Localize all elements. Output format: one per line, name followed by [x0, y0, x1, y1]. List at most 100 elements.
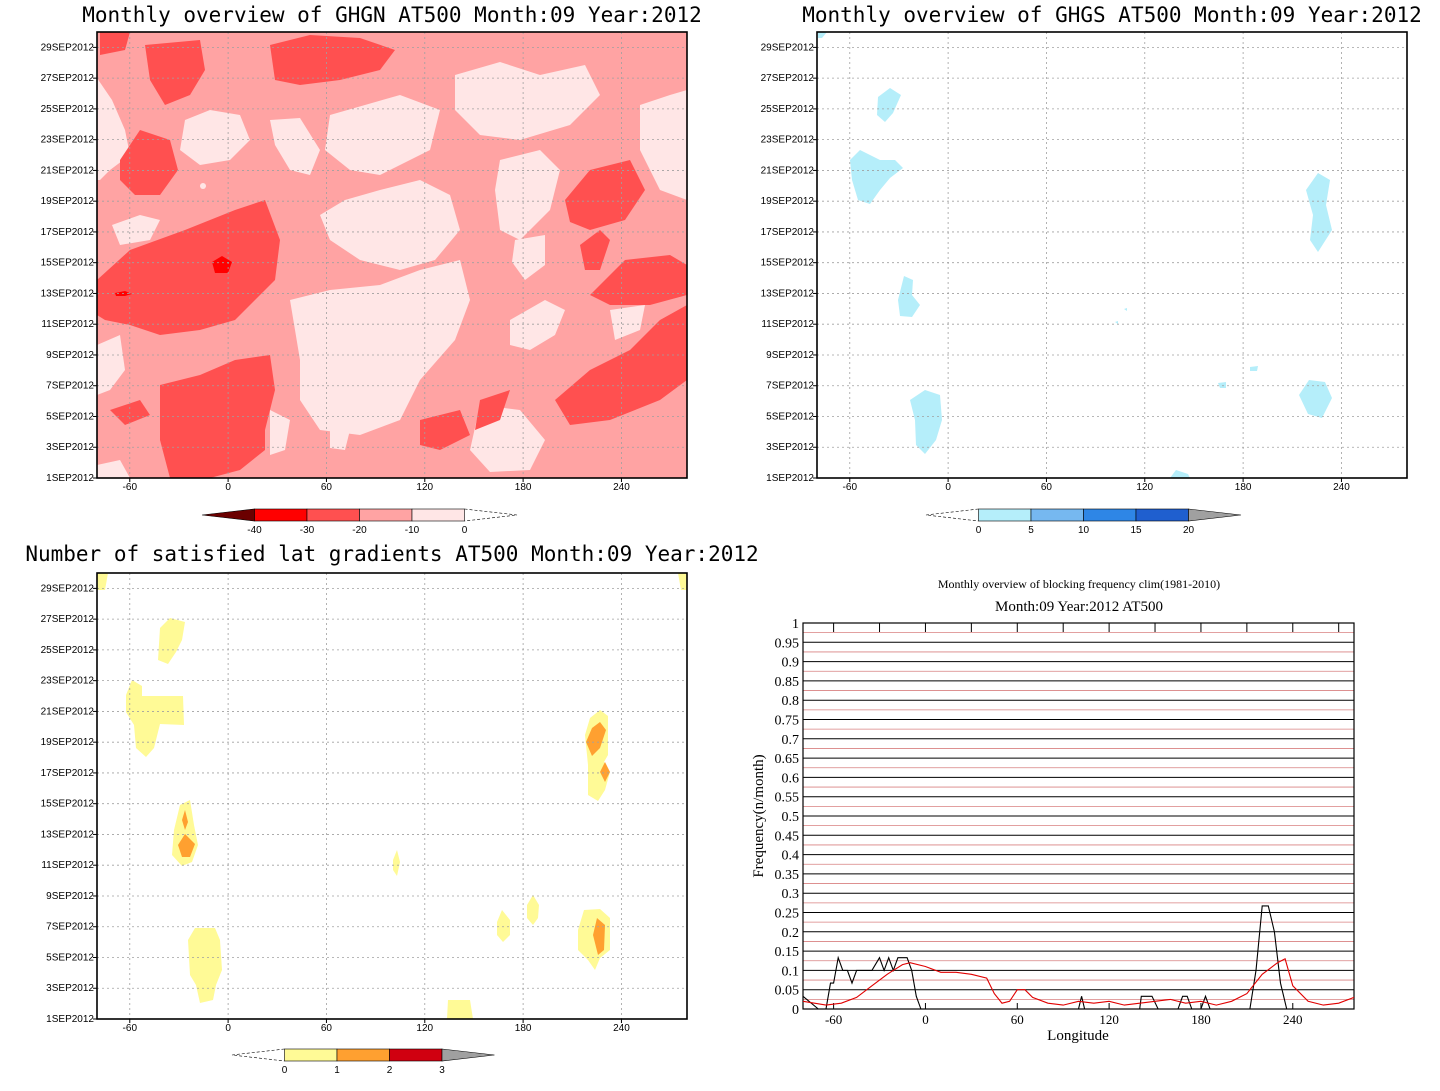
colorbar-segment	[359, 508, 413, 522]
colorbar-label: 2	[387, 1065, 393, 1076]
y-tick-label: 25SEP2012	[41, 104, 95, 115]
y-tick-label: 0.2	[782, 926, 800, 941]
y-tick-label: 0.9	[782, 656, 800, 671]
y-tick-label: 9SEP2012	[46, 350, 94, 361]
y-tick-label: 23SEP2012	[41, 676, 95, 687]
x-tick-label: 120	[1099, 1012, 1119, 1027]
x-tick-label: -60	[843, 482, 858, 493]
y-tick-label: 15SEP2012	[761, 258, 815, 269]
x-tick-label: 180	[515, 1023, 532, 1034]
plot-frame	[96, 31, 688, 479]
y-tick-label: 19SEP2012	[41, 196, 95, 207]
series-line	[802, 958, 1355, 1006]
colorbar-segment	[306, 508, 360, 522]
y-tick-label: 9SEP2012	[766, 350, 814, 361]
colorbar: 0 5 10 15 20	[925, 508, 1242, 536]
y-tick-label: 15SEP2012	[41, 258, 95, 269]
y-tick-label: 1SEP2012	[46, 473, 94, 484]
colorbar: 0 1 2 3	[231, 1048, 495, 1076]
y-tick-label: 0.75	[775, 714, 800, 729]
x-tick-label: 0	[945, 482, 951, 493]
y-tick-label: 7SEP2012	[46, 381, 94, 392]
y-tick-label: 27SEP2012	[41, 73, 95, 84]
x-tick-label: 60	[321, 1023, 333, 1034]
colorbar-label: 0	[462, 525, 468, 536]
y-tick-label: 17SEP2012	[41, 227, 95, 238]
y-tick-label: 13SEP2012	[761, 288, 815, 299]
y-tick-label: 0.5	[782, 810, 800, 825]
colorbar: -40 -30 -20 -10 0	[201, 508, 518, 536]
colorbar-label: 0	[976, 525, 982, 536]
y-tick-label: 0.85	[775, 675, 800, 690]
y-tick-label: 0.6	[782, 771, 800, 786]
y-tick-label: 1SEP2012	[766, 473, 814, 484]
colorbar-segment	[254, 508, 308, 522]
chart-subtitle: Month:09 Year:2012 AT500	[995, 599, 1163, 615]
colorbar-overflow	[231, 1048, 285, 1062]
y-tick-label: 0.7	[782, 733, 800, 748]
colorbar-segment	[389, 1048, 443, 1062]
y-tick-label: 21SEP2012	[761, 165, 815, 176]
y-tick-label: 7SEP2012	[766, 381, 814, 392]
y-tick-label: 15SEP2012	[41, 799, 95, 810]
y-tick-label: 27SEP2012	[41, 614, 95, 625]
x-tick-label: 240	[613, 1023, 630, 1034]
y-tick-label: 11SEP2012	[41, 319, 94, 330]
colorbar-segment	[201, 508, 255, 522]
colorbar-label: 10	[1078, 525, 1090, 536]
x-tick-label: 120	[1136, 482, 1153, 493]
ghgs-field	[818, 32, 1332, 478]
chart-title: Monthly overview of blocking frequency c…	[938, 577, 1220, 591]
colorbar-label: 5	[1028, 525, 1034, 536]
chart-title: Number of satisfied lat gradients AT500 …	[25, 542, 758, 566]
lat-gradients-field	[97, 573, 687, 1019]
x-tick-label: 0	[225, 482, 231, 493]
y-tick-label: 23SEP2012	[761, 135, 815, 146]
y-tick-label: 0.45	[775, 829, 800, 844]
y-tick-label: 23SEP2012	[41, 135, 95, 146]
y-tick-label: 3SEP2012	[766, 442, 814, 453]
colorbar-label: 3	[439, 1065, 445, 1076]
x-tick-label: 60	[1041, 482, 1053, 493]
y-tick-label: 0.05	[775, 984, 800, 999]
colorbar-label: 1	[334, 1065, 340, 1076]
y-tick-label: 21SEP2012	[41, 706, 95, 717]
y-tick-label: 17SEP2012	[761, 227, 815, 238]
x-tick-label: -60	[123, 482, 138, 493]
y-tick-label: 11SEP2012	[761, 319, 814, 330]
chart-frames: Monthly overview of GHGN AT500 Month:09 …	[25, 3, 1421, 1076]
y-tick-label: 0.95	[775, 636, 800, 651]
colorbar-segment	[336, 1048, 390, 1062]
x-tick-label: 180	[1191, 1012, 1211, 1027]
y-tick-label: 0.15	[775, 945, 800, 960]
plot-frame	[96, 572, 688, 1020]
y-tick-label: 0.8	[782, 694, 800, 709]
y-tick-label: 1	[792, 617, 799, 632]
x-tick-label: 60	[321, 482, 333, 493]
colorbar-label: 20	[1183, 525, 1195, 536]
y-tick-label: 25SEP2012	[41, 645, 95, 656]
colorbar-label: 0	[282, 1065, 288, 1076]
y-tick-label: 29SEP2012	[41, 583, 95, 594]
colorbar-segment	[1083, 508, 1137, 522]
x-tick-label: 0	[922, 1012, 929, 1027]
y-tick-label: 0.4	[782, 849, 800, 864]
x-tick-label: 180	[1235, 482, 1252, 493]
colorbar-segment	[978, 508, 1032, 522]
y-tick-label: 29SEP2012	[41, 42, 95, 53]
y-tick-label: 13SEP2012	[41, 829, 95, 840]
plot-frame	[816, 31, 1408, 479]
x-tick-label: 120	[416, 482, 433, 493]
y-tick-label: 11SEP2012	[41, 860, 94, 871]
y-tick-label: 0.55	[775, 791, 800, 806]
y-tick-label: 5SEP2012	[766, 411, 814, 422]
colorbar-label: 15	[1130, 525, 1142, 536]
y-axis-label: Frequency(n/month)	[751, 754, 767, 877]
colorbar-segment	[1135, 508, 1189, 522]
x-tick-label: 240	[1333, 482, 1350, 493]
x-tick-label: 120	[416, 1023, 433, 1034]
y-tick-label: 27SEP2012	[761, 73, 815, 84]
y-tick-label: 21SEP2012	[41, 165, 95, 176]
colorbar-label: -40	[247, 525, 262, 536]
colorbar-segment	[411, 508, 465, 522]
